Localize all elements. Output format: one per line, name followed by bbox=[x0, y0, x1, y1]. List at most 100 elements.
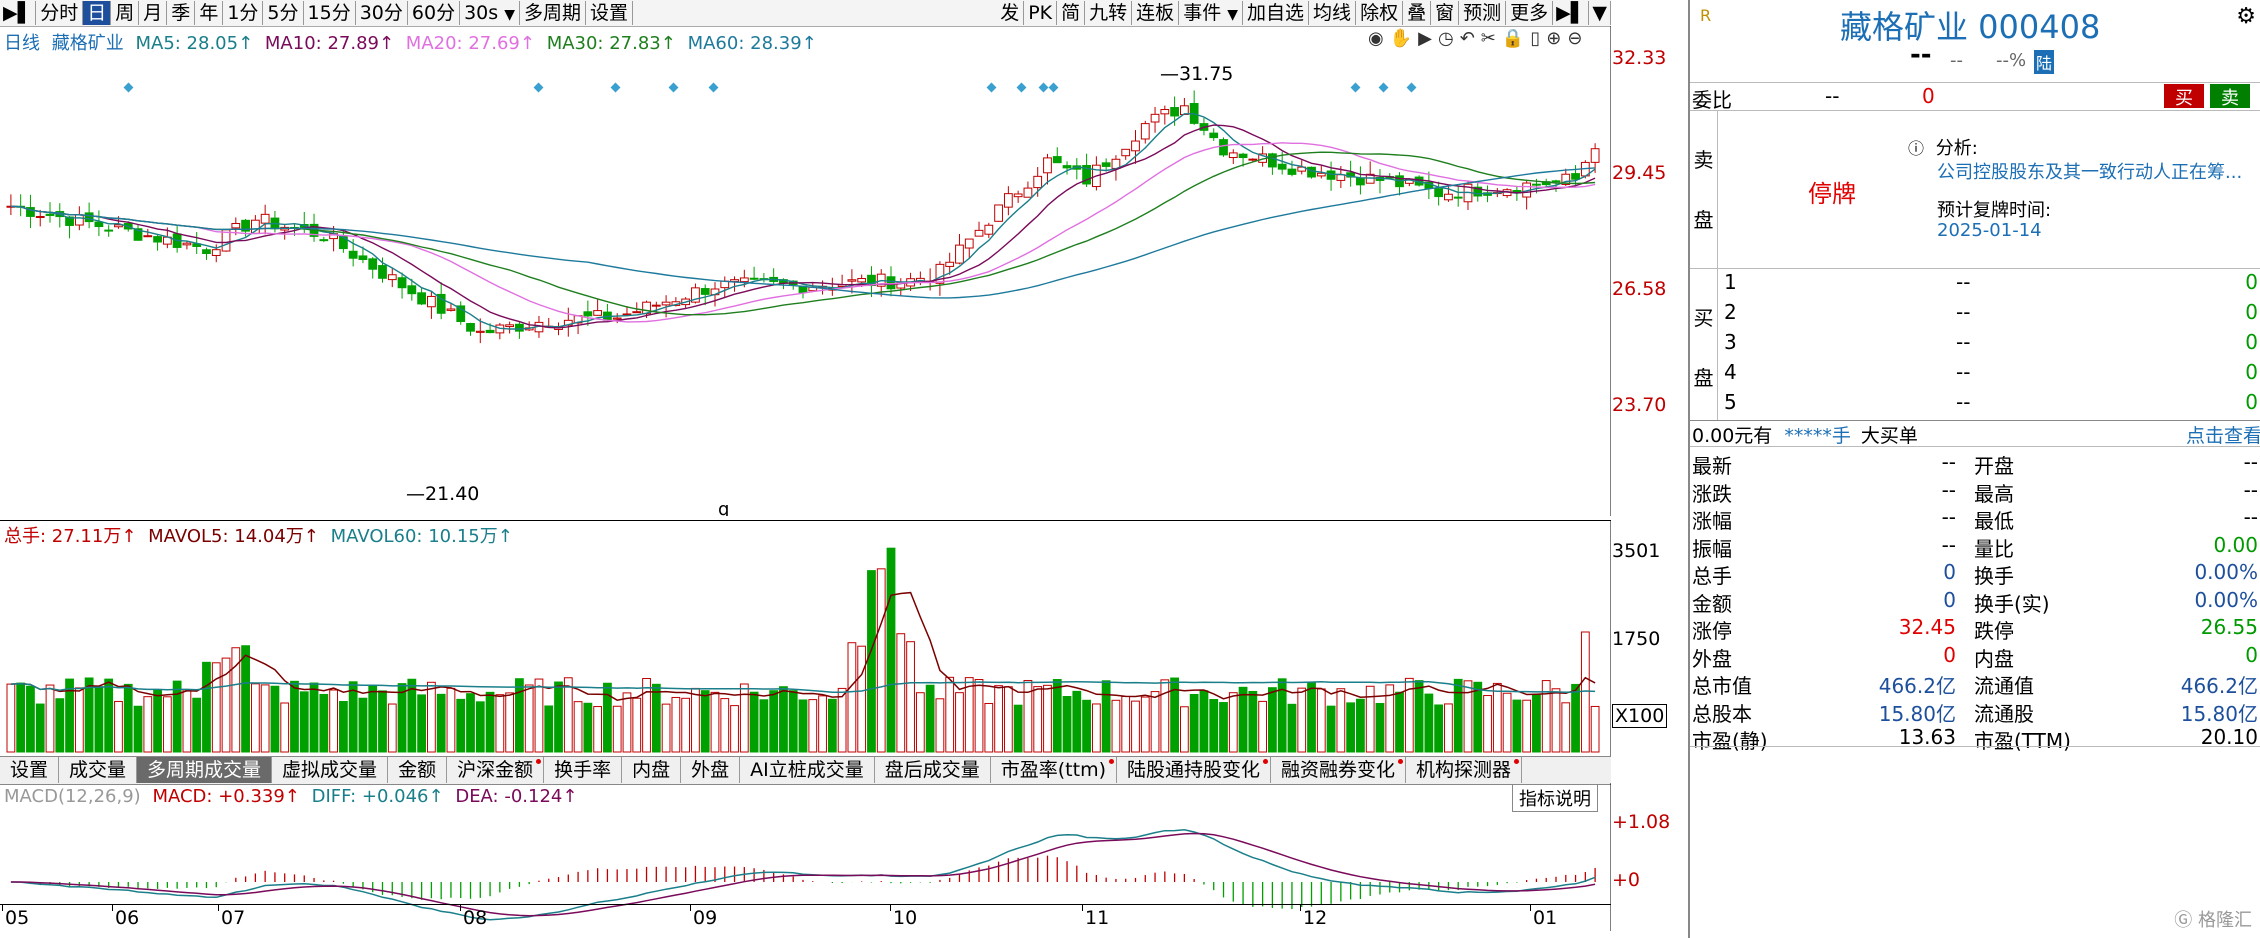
candle-body bbox=[1277, 163, 1287, 170]
clock-icon[interactable]: ◷ bbox=[1437, 28, 1460, 49]
view-details-link[interactable]: 点击查看 bbox=[2185, 425, 2260, 447]
tab-fenshi[interactable]: 分时 bbox=[36, 1, 84, 25]
indicator-tab[interactable]: 内盘 bbox=[622, 757, 682, 783]
copy-icon[interactable]: ▯ bbox=[1530, 28, 1547, 49]
btn-forecast[interactable]: 预测 bbox=[1459, 1, 1507, 25]
btn-exright[interactable]: 除权 bbox=[1356, 1, 1404, 25]
indicator-tab[interactable]: 成交量 bbox=[59, 757, 138, 783]
stat-label: 换手 bbox=[1974, 564, 2014, 588]
indicator-tab[interactable]: 陆股通持股变化 bbox=[1117, 757, 1272, 783]
zoom-out-icon[interactable]: ⊖ bbox=[1567, 28, 1589, 49]
volume-header: 总手: 27.11万↑ MAVOL5: 14.04万↑ MAVOL60: 10.… bbox=[4, 522, 513, 548]
hand-icon[interactable]: ✋ bbox=[1389, 28, 1419, 49]
divider bbox=[0, 520, 1611, 521]
new-dot-icon bbox=[1514, 759, 1520, 764]
macd-chart[interactable] bbox=[0, 783, 1611, 931]
month-tick bbox=[1082, 905, 1083, 911]
volume-bar bbox=[818, 695, 827, 753]
tab-yearly[interactable]: 年 bbox=[195, 1, 224, 25]
btn-fa[interactable]: 发 bbox=[996, 1, 1025, 25]
gear-icon[interactable]: ⚙ bbox=[2236, 4, 2256, 29]
indicator-tab[interactable]: 设置 bbox=[0, 757, 60, 783]
volume-bar bbox=[436, 693, 446, 753]
volume-bar bbox=[475, 701, 485, 753]
skip-end-icon[interactable]: ▶▌ bbox=[1553, 1, 1590, 25]
tab-weekly[interactable]: 周 bbox=[111, 1, 140, 25]
indicator-tab[interactable]: 盘后成交量 bbox=[875, 757, 991, 783]
tab-1min[interactable]: 1分 bbox=[223, 1, 264, 25]
ma-line bbox=[10, 167, 1596, 299]
indicator-tab[interactable]: 融资融券变化 bbox=[1271, 757, 1407, 783]
indicator-tab[interactable]: 换手率 bbox=[544, 757, 623, 783]
volume-bar bbox=[1551, 688, 1561, 753]
btn-jian[interactable]: 简 bbox=[1057, 1, 1086, 25]
month-label: 08 bbox=[463, 907, 488, 929]
tab-15min[interactable]: 15分 bbox=[304, 1, 356, 25]
eye-icon[interactable]: ◉ bbox=[1368, 28, 1390, 49]
volume-bar bbox=[1326, 705, 1336, 753]
volume-bar bbox=[153, 689, 162, 753]
indicator-help-button[interactable]: 指标说明 bbox=[1512, 784, 1598, 812]
btn-lianban[interactable]: 连板 bbox=[1132, 1, 1180, 25]
candle-body bbox=[1453, 196, 1463, 199]
month-tick bbox=[218, 905, 219, 911]
volume-bar bbox=[515, 678, 524, 753]
btn-more[interactable]: 更多 bbox=[1506, 1, 1554, 25]
indicator-tab[interactable]: 虚拟成交量 bbox=[272, 757, 389, 783]
btn-shijian[interactable]: 事件 ▼ bbox=[1179, 1, 1244, 25]
tab-daily[interactable]: 日 bbox=[83, 1, 112, 25]
volume-bar bbox=[1052, 679, 1062, 753]
indicator-tab[interactable]: 多周期成交量 bbox=[137, 757, 273, 783]
volume-bar bbox=[612, 705, 622, 753]
play-icon[interactable]: ▶▌ bbox=[0, 1, 37, 25]
btn-ma[interactable]: 均线 bbox=[1309, 1, 1357, 25]
tab-30s[interactable]: 30s ▼ bbox=[460, 1, 520, 25]
settings-button[interactable]: 设置 bbox=[586, 1, 634, 25]
btn-jiuzhuan[interactable]: 九转 bbox=[1085, 1, 1133, 25]
volume-bar bbox=[779, 686, 788, 753]
btn-add-watchlist[interactable]: 加自选 bbox=[1243, 1, 1310, 25]
candle-body bbox=[1209, 132, 1219, 139]
volume-bar bbox=[671, 696, 681, 753]
volume-bar bbox=[603, 682, 612, 753]
volume-bar bbox=[319, 693, 329, 753]
candle-body bbox=[143, 235, 153, 238]
candle-body bbox=[387, 274, 397, 281]
volume-chart[interactable] bbox=[0, 520, 1611, 756]
scissors-icon[interactable]: ✂ bbox=[1480, 28, 1502, 49]
indicator-tab[interactable]: 金额 bbox=[388, 757, 448, 783]
chart-area[interactable]: 日线 藏格矿业 MA5: 28.05↑ MA10: 27.89↑ MA20: 2… bbox=[0, 26, 1670, 938]
candle-body bbox=[857, 278, 867, 283]
tab-quarterly[interactable]: 季 bbox=[167, 1, 196, 25]
macd-axis-top: +1.08 bbox=[1612, 811, 1671, 833]
buy-button[interactable]: 买 bbox=[2164, 84, 2204, 109]
chevron-down-icon[interactable]: ▼ bbox=[1589, 1, 1611, 25]
ma20-label: MA20: 27.69↑ bbox=[405, 33, 535, 54]
btn-overlay[interactable]: 叠 bbox=[1403, 1, 1432, 25]
tab-monthly[interactable]: 月 bbox=[139, 1, 168, 25]
candle-body bbox=[1551, 180, 1561, 183]
undo-icon[interactable]: ↶ bbox=[1459, 28, 1481, 49]
tab-60min[interactable]: 60分 bbox=[408, 1, 461, 25]
indicator-tab[interactable]: 外盘 bbox=[681, 757, 741, 783]
tab-5min[interactable]: 5分 bbox=[263, 1, 304, 25]
analysis-text[interactable]: 公司控股股东及其一致行动人正在筹... bbox=[1937, 162, 2243, 183]
indicator-tab[interactable]: 市盈率(ttm) bbox=[991, 757, 1117, 783]
tab-30min[interactable]: 30分 bbox=[356, 1, 408, 25]
indicator-tab[interactable]: 机构探测器 bbox=[1406, 757, 1523, 783]
indicator-tab[interactable]: 沪深金额 bbox=[447, 757, 545, 783]
zoom-in-icon[interactable]: ⊕ bbox=[1546, 28, 1568, 49]
play-circle-icon[interactable]: ▶ bbox=[1418, 28, 1438, 49]
event-diamond-icon bbox=[1038, 82, 1049, 93]
btn-pk[interactable]: PK bbox=[1024, 1, 1058, 25]
kline-chart[interactable]: —31.75 —21.40 q bbox=[0, 26, 1611, 516]
btn-window[interactable]: 窗 bbox=[1431, 1, 1460, 25]
indicator-tab[interactable]: AI立桩成交量 bbox=[740, 757, 875, 783]
tab-multi-period[interactable]: 多周期 bbox=[520, 1, 586, 25]
candle-body bbox=[1297, 166, 1307, 172]
volume-bar bbox=[1131, 700, 1140, 753]
volume-bar bbox=[1522, 699, 1532, 753]
volume-bar bbox=[593, 706, 603, 753]
sell-button[interactable]: 卖 bbox=[2210, 84, 2250, 109]
lock-icon[interactable]: 🔒 bbox=[1501, 28, 1531, 49]
